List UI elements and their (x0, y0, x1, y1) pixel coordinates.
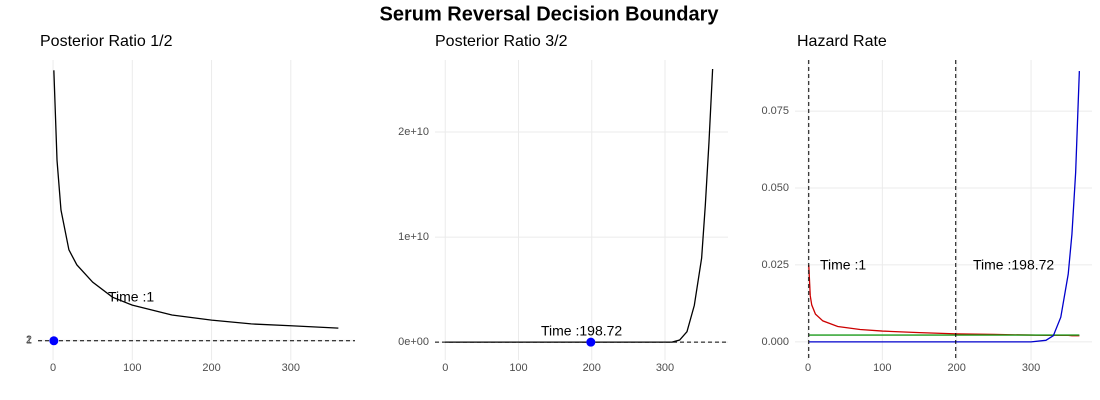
x-tick-label: 100 (509, 362, 527, 374)
annotation: Time :198.72 (541, 323, 622, 339)
data-line (445, 68, 714, 343)
x-tick-label: 200 (202, 362, 220, 374)
x-tick-label: 300 (656, 362, 674, 374)
data-line (808, 71, 1081, 343)
x-tick-label: 100 (873, 362, 891, 374)
x-tick-label: 0 (50, 362, 56, 374)
annotation: Time :198.72 (973, 257, 1054, 273)
y-tick-label: 2e+10 (398, 126, 429, 138)
annotation: Time :1 (820, 257, 866, 273)
x-tick-label: 100 (123, 362, 141, 374)
annotation: Time :1 (108, 289, 154, 305)
panel-title: Posterior Ratio 3/2 (435, 33, 568, 50)
y-tick-label: 1 (26, 335, 32, 347)
panel-title: Hazard Rate (797, 33, 887, 50)
x-tick-label: 0 (442, 362, 448, 374)
x-tick-label: 200 (948, 362, 966, 374)
x-tick-label: 300 (282, 362, 300, 374)
y-tick-label: 2 (26, 334, 32, 346)
figure-title: Serum Reversal Decision Boundary (379, 3, 719, 25)
x-tick-label: 300 (1022, 362, 1040, 374)
data-line (53, 70, 339, 329)
data-line (808, 264, 1080, 337)
y-tick-label: 0.075 (761, 105, 789, 117)
y-tick-label: 0e+00 (398, 336, 429, 348)
boundary-point (586, 337, 596, 347)
y-tick-label: 0.050 (761, 182, 789, 194)
y-tick-label: 0.025 (761, 259, 789, 271)
panel-title: Posterior Ratio 1/2 (40, 33, 173, 50)
x-tick-label: 0 (805, 362, 811, 374)
boundary-point (49, 336, 59, 346)
x-tick-label: 200 (583, 362, 601, 374)
y-tick-label: 0.000 (761, 336, 789, 348)
y-tick-label: 1e+10 (398, 231, 429, 243)
